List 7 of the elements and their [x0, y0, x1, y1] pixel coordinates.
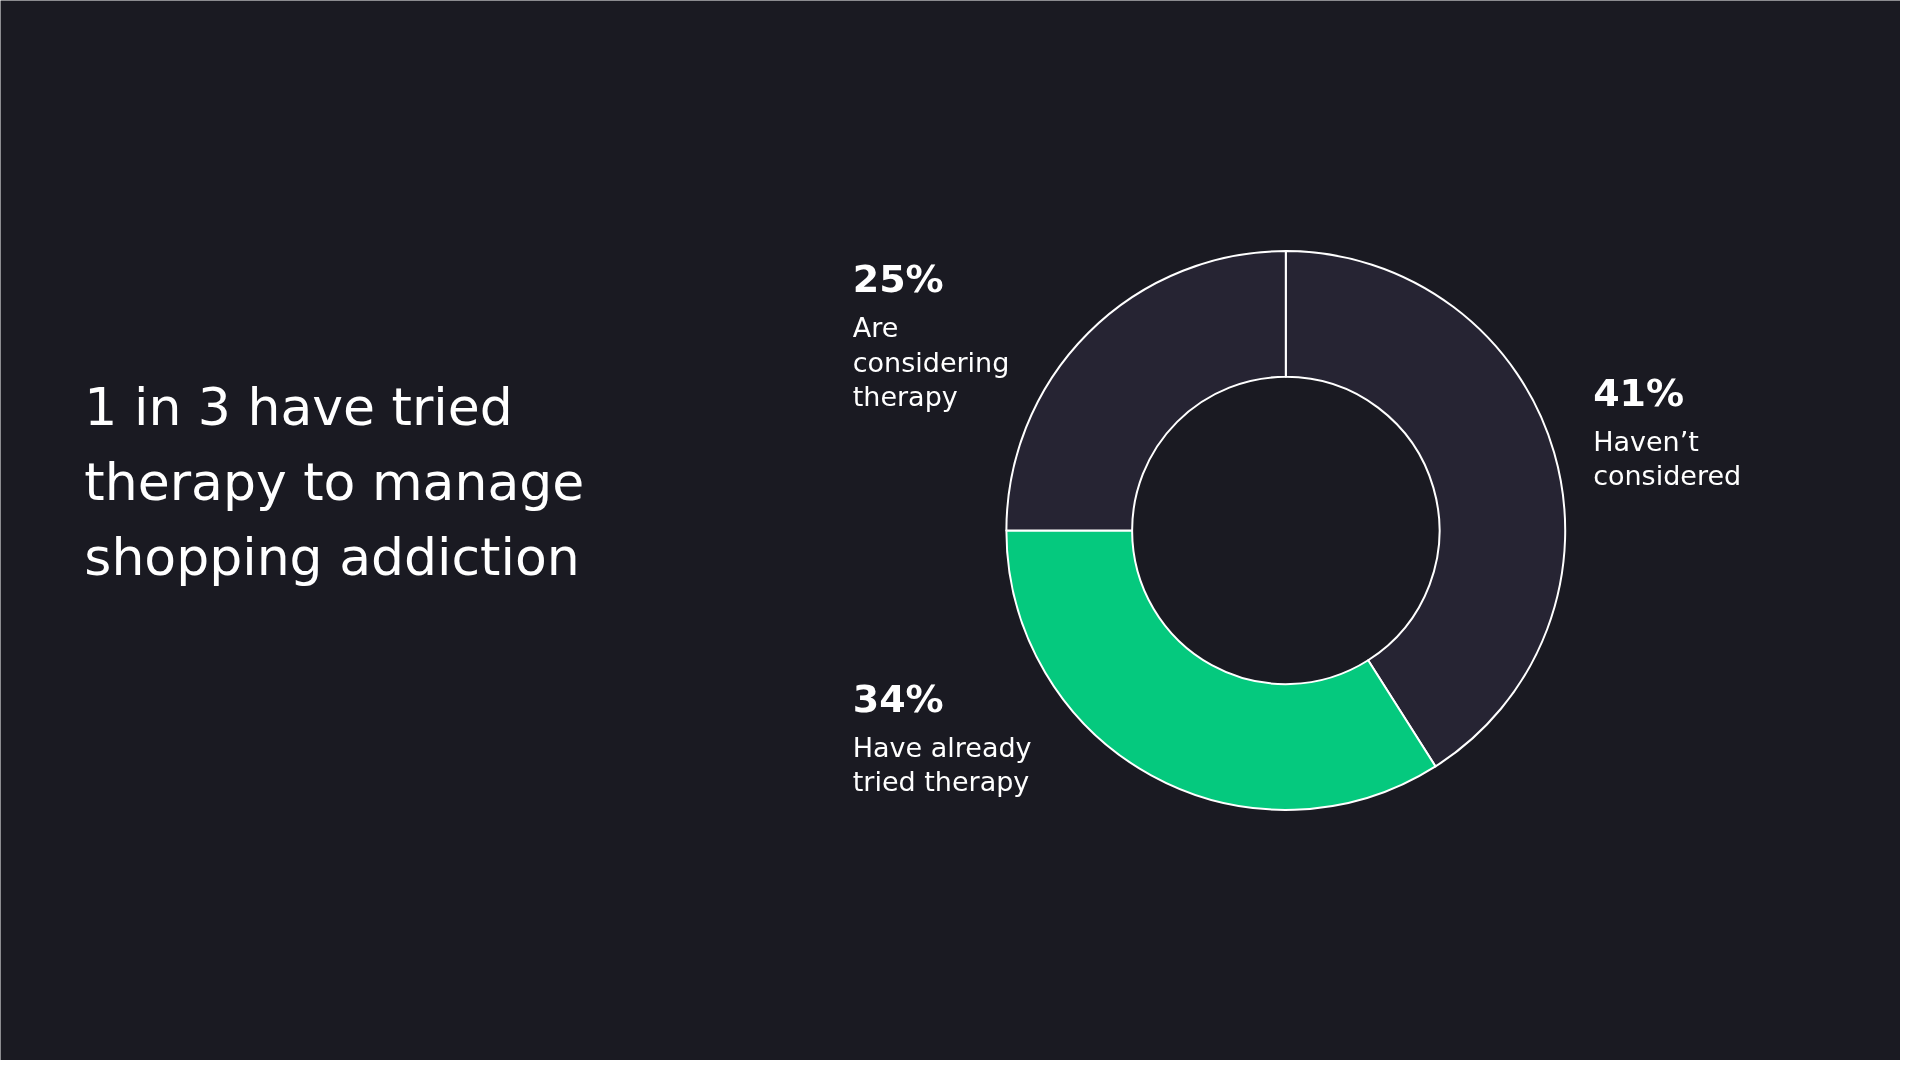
- data-label: 34%: [852, 676, 944, 721]
- slice-label: Are considering therapy: [852, 312, 1010, 412]
- text: 1 in 3 have tried therapy to manage shopping addiction: [84, 377, 585, 588]
- slice-label: Haven’t considered: [1593, 425, 1742, 491]
- data-label: 41%: [1593, 370, 1685, 415]
- slice-label: Have already tried therapy: [852, 732, 1032, 798]
- data-label: 25%: [852, 257, 944, 302]
